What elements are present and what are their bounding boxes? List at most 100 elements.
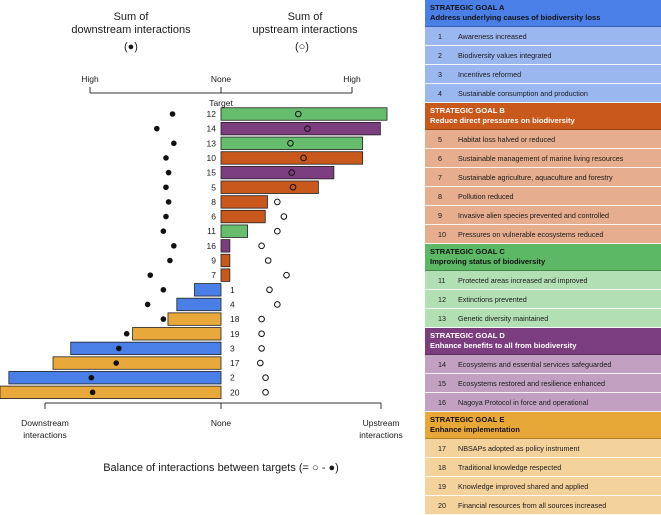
downstream-point-6 bbox=[163, 213, 169, 220]
downstream-point-9 bbox=[167, 257, 173, 264]
goal-header-e: STRATEGIC GOAL E Enhance implementation bbox=[425, 412, 661, 439]
upstream-point-6 bbox=[280, 213, 288, 220]
goal-target-row-14: 14 Ecosystems and essential services safe… bbox=[425, 355, 661, 374]
target-label-13: 13 bbox=[207, 138, 217, 148]
target-label-4: 4 bbox=[230, 299, 235, 309]
target-description: Protected areas increased and improved bbox=[458, 276, 588, 285]
target-description: Sustainable agriculture, aquaculture and… bbox=[458, 173, 613, 182]
bars-layer bbox=[0, 107, 388, 400]
goal-target-row-11: 11 Protected areas increased and improved bbox=[425, 271, 661, 290]
bar-target-14 bbox=[220, 122, 381, 136]
bottom-left-label-line1: Downstream bbox=[21, 418, 69, 428]
bar-target-16 bbox=[220, 239, 231, 253]
target-number: 11 bbox=[438, 276, 446, 285]
goal-target-row-13: 13 Genetic diversity maintained bbox=[425, 309, 661, 328]
target-label-5: 5 bbox=[211, 182, 216, 192]
bar-target-6 bbox=[220, 209, 266, 224]
target-label-12: 12 bbox=[207, 109, 217, 119]
upstream-point-11 bbox=[274, 227, 281, 235]
bar-target-12 bbox=[220, 107, 388, 121]
goal-target-row-9: 9 Invasive alien species prevented and co… bbox=[425, 206, 661, 225]
upstream-point-18 bbox=[258, 315, 265, 323]
downstream-point-15 bbox=[165, 169, 172, 176]
goal-target-row-16: 16 Nagoya Protocol in force and operation… bbox=[425, 393, 661, 412]
target-description: Incentives reformed bbox=[458, 70, 522, 79]
target-number: 8 bbox=[438, 192, 442, 201]
target-label-11: 11 bbox=[207, 226, 216, 236]
target-description: Invasive alien species prevented and con… bbox=[458, 211, 610, 220]
bar-target-2 bbox=[8, 371, 222, 385]
downstream-point-16 bbox=[171, 243, 177, 249]
upstream-point-10 bbox=[300, 154, 307, 162]
downstream-point-1 bbox=[160, 287, 167, 293]
bar-target-8 bbox=[220, 195, 268, 209]
upstream-marker-label: (○) bbox=[295, 41, 309, 53]
target-label-20: 20 bbox=[230, 387, 240, 397]
scale-high-left: High bbox=[81, 74, 99, 84]
target-number: 14 bbox=[438, 360, 446, 369]
upstream-point-8 bbox=[274, 198, 281, 206]
goal-title: STRATEGIC GOAL E bbox=[430, 415, 505, 424]
target-description: Nagoya Protocol in force and operational bbox=[458, 398, 589, 407]
target-label-18: 18 bbox=[230, 314, 240, 324]
goal-target-row-4: 4 Sustainable consumption and production bbox=[425, 84, 661, 103]
target-description: Awareness increased bbox=[458, 32, 527, 41]
goal-target-row-7: 7 Sustainable agriculture, aquaculture an… bbox=[425, 168, 661, 187]
target-number: 10 bbox=[438, 230, 446, 239]
target-label-19: 19 bbox=[230, 329, 240, 339]
downstream-point-19 bbox=[123, 330, 130, 337]
downstream-point-20 bbox=[89, 389, 96, 396]
markers-layer bbox=[88, 110, 311, 396]
downstream-title-line1: Sum of bbox=[114, 11, 150, 23]
upstream-title-line2: upstream interactions bbox=[252, 24, 358, 36]
scale-high-right: High bbox=[343, 74, 361, 84]
goal-header-c: STRATEGIC GOAL C Improving status of biod… bbox=[425, 244, 661, 271]
upstream-point-7 bbox=[283, 271, 290, 279]
target-label-15: 15 bbox=[207, 168, 217, 178]
bottom-right-label-line1: Upstream bbox=[363, 418, 400, 428]
target-description: Knowledge improved shared and applied bbox=[458, 482, 589, 491]
target-label-9: 9 bbox=[211, 256, 216, 266]
scale-none: None bbox=[211, 74, 232, 84]
target-label-2: 2 bbox=[230, 373, 235, 383]
target-description: Biodiversity values integrated bbox=[458, 51, 552, 60]
downstream-point-17 bbox=[113, 360, 119, 366]
upstream-point-15 bbox=[288, 169, 296, 176]
goal-subtitle: Enhance implementation bbox=[430, 425, 520, 434]
bottom-center-label: None bbox=[211, 418, 232, 428]
goal-target-row-18: 18 Traditional knowledge respected bbox=[425, 458, 661, 477]
target-label-7: 7 bbox=[211, 270, 216, 280]
upstream-point-20 bbox=[262, 389, 269, 396]
target-description: Ecosystems restored and resilience enhan… bbox=[458, 379, 606, 388]
target-label-8: 8 bbox=[211, 197, 216, 207]
bar-target-18 bbox=[167, 312, 222, 326]
target-number: 15 bbox=[438, 379, 446, 388]
downstream-point-12 bbox=[169, 111, 176, 117]
goal-target-row-19: 19 Knowledge improved shared and applied bbox=[425, 477, 661, 496]
goal-target-row-12: 12 Extinctions prevented bbox=[425, 290, 661, 309]
bar-target-20 bbox=[0, 385, 222, 400]
target-label-6: 6 bbox=[211, 212, 216, 222]
goal-subtitle: Reduce direct pressures on biodiversity bbox=[430, 116, 575, 125]
goal-target-row-5: 5 Habitat loss halved or reduced bbox=[425, 130, 661, 149]
target-number: 2 bbox=[438, 51, 442, 60]
target-number: 18 bbox=[438, 463, 446, 472]
bar-target-11 bbox=[220, 224, 248, 238]
goal-header-b: STRATEGIC GOAL B Reduce direct pressures … bbox=[425, 103, 661, 130]
bottom-right-label-line2: interactions bbox=[359, 430, 402, 440]
target-number: 4 bbox=[438, 89, 442, 98]
downstream-point-2 bbox=[88, 374, 95, 381]
target-number: 6 bbox=[438, 154, 442, 163]
goal-header-a: STRATEGIC GOAL A Address underlying cause… bbox=[425, 0, 661, 27]
downstream-point-5 bbox=[163, 184, 169, 191]
target-number: 9 bbox=[438, 211, 442, 220]
goal-target-row-1: 1 Awareness increased bbox=[425, 27, 661, 46]
target-description: NBSAPs adopted as policy instrument bbox=[458, 444, 580, 453]
bottom-axis-title: Balance of interactions between targets … bbox=[103, 462, 339, 474]
interactions-chart: Sum of downstream interactions (●) Sum o… bbox=[0, 11, 403, 474]
target-description: Genetic diversity maintained bbox=[458, 314, 549, 323]
bar-target-7 bbox=[220, 268, 231, 282]
downstream-point-10 bbox=[163, 155, 169, 161]
upstream-point-16 bbox=[258, 242, 265, 250]
target-label-16: 16 bbox=[207, 241, 217, 251]
